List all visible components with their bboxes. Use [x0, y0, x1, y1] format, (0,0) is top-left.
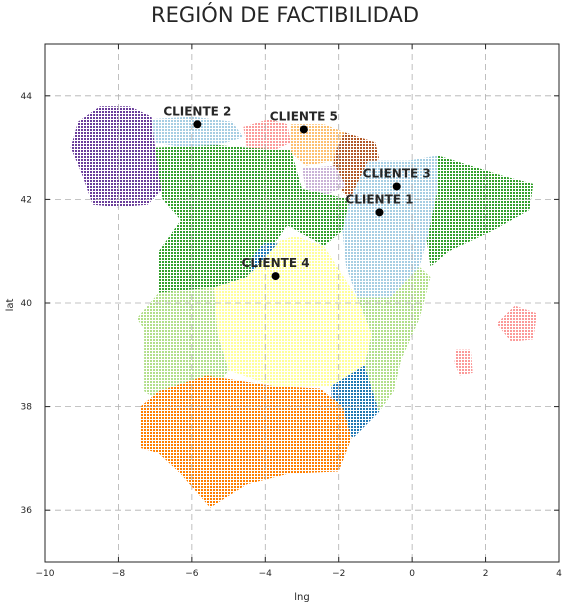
regions-layer — [70, 106, 537, 508]
y-tick-label: 36 — [21, 506, 33, 516]
y-tick-label: 44 — [21, 92, 33, 102]
chart-title: REGIÓN DE FACTIBILIDAD — [151, 2, 419, 27]
x-tick-label: −6 — [185, 569, 199, 579]
region-pink-2 — [243, 119, 291, 153]
x-axis-label: lng — [294, 592, 309, 603]
region-light-blue-1 — [151, 116, 244, 148]
client-marker — [392, 182, 401, 191]
region-green-8 — [426, 155, 534, 267]
region-light-blue-6 — [342, 155, 438, 298]
points-layer: CLIENTE 2 CLIENTE 5 CLIENTE 3 CLIENTE 1 CLIE… — [163, 104, 431, 281]
x-tick-label: −4 — [259, 569, 273, 579]
client-point-3: CLIENTE 3 — [363, 166, 431, 191]
x-tick-label: 0 — [409, 569, 415, 579]
y-tick-label: 40 — [21, 299, 33, 309]
region-yellow-10 — [213, 235, 372, 386]
y-tick-label: 42 — [21, 195, 32, 205]
region-peach-3 — [291, 124, 345, 166]
client-marker — [193, 120, 202, 129]
client-marker — [271, 272, 280, 281]
x-tick-label: 4 — [556, 569, 562, 579]
client-point-2: CLIENTE 5 — [270, 109, 338, 134]
client-marker — [299, 125, 308, 134]
region-pink-16 — [454, 349, 473, 376]
client-point-1: CLIENTE 2 — [163, 104, 231, 129]
grid-layer — [45, 44, 559, 562]
client-label: CLIENTE 4 — [242, 256, 310, 270]
client-label: CLIENTE 5 — [270, 109, 338, 123]
ticks-layer: −10 −8 −6 −4 −2 0 2 4 36 38 40 42 44 — [21, 44, 562, 579]
client-label: CLIENTE 1 — [345, 192, 413, 206]
y-axis-label: lat — [5, 299, 16, 312]
x-tick-label: 2 — [483, 569, 489, 579]
x-tick-label: −10 — [36, 569, 55, 579]
client-point-5: CLIENTE 4 — [242, 256, 310, 281]
x-tick-label: −8 — [112, 569, 126, 579]
client-label: CLIENTE 3 — [363, 166, 431, 180]
client-marker — [375, 208, 384, 217]
region-green-7 — [155, 145, 350, 293]
client-point-4: CLIENTE 1 — [345, 192, 414, 217]
region-purple-0 — [70, 106, 163, 208]
region-pink-15 — [496, 305, 537, 342]
y-tick-label: 38 — [21, 403, 33, 413]
region-orange-14 — [140, 375, 352, 508]
client-label: CLIENTE 2 — [163, 104, 231, 118]
region-lavender-5 — [302, 165, 347, 195]
x-tick-label: −2 — [332, 569, 345, 579]
